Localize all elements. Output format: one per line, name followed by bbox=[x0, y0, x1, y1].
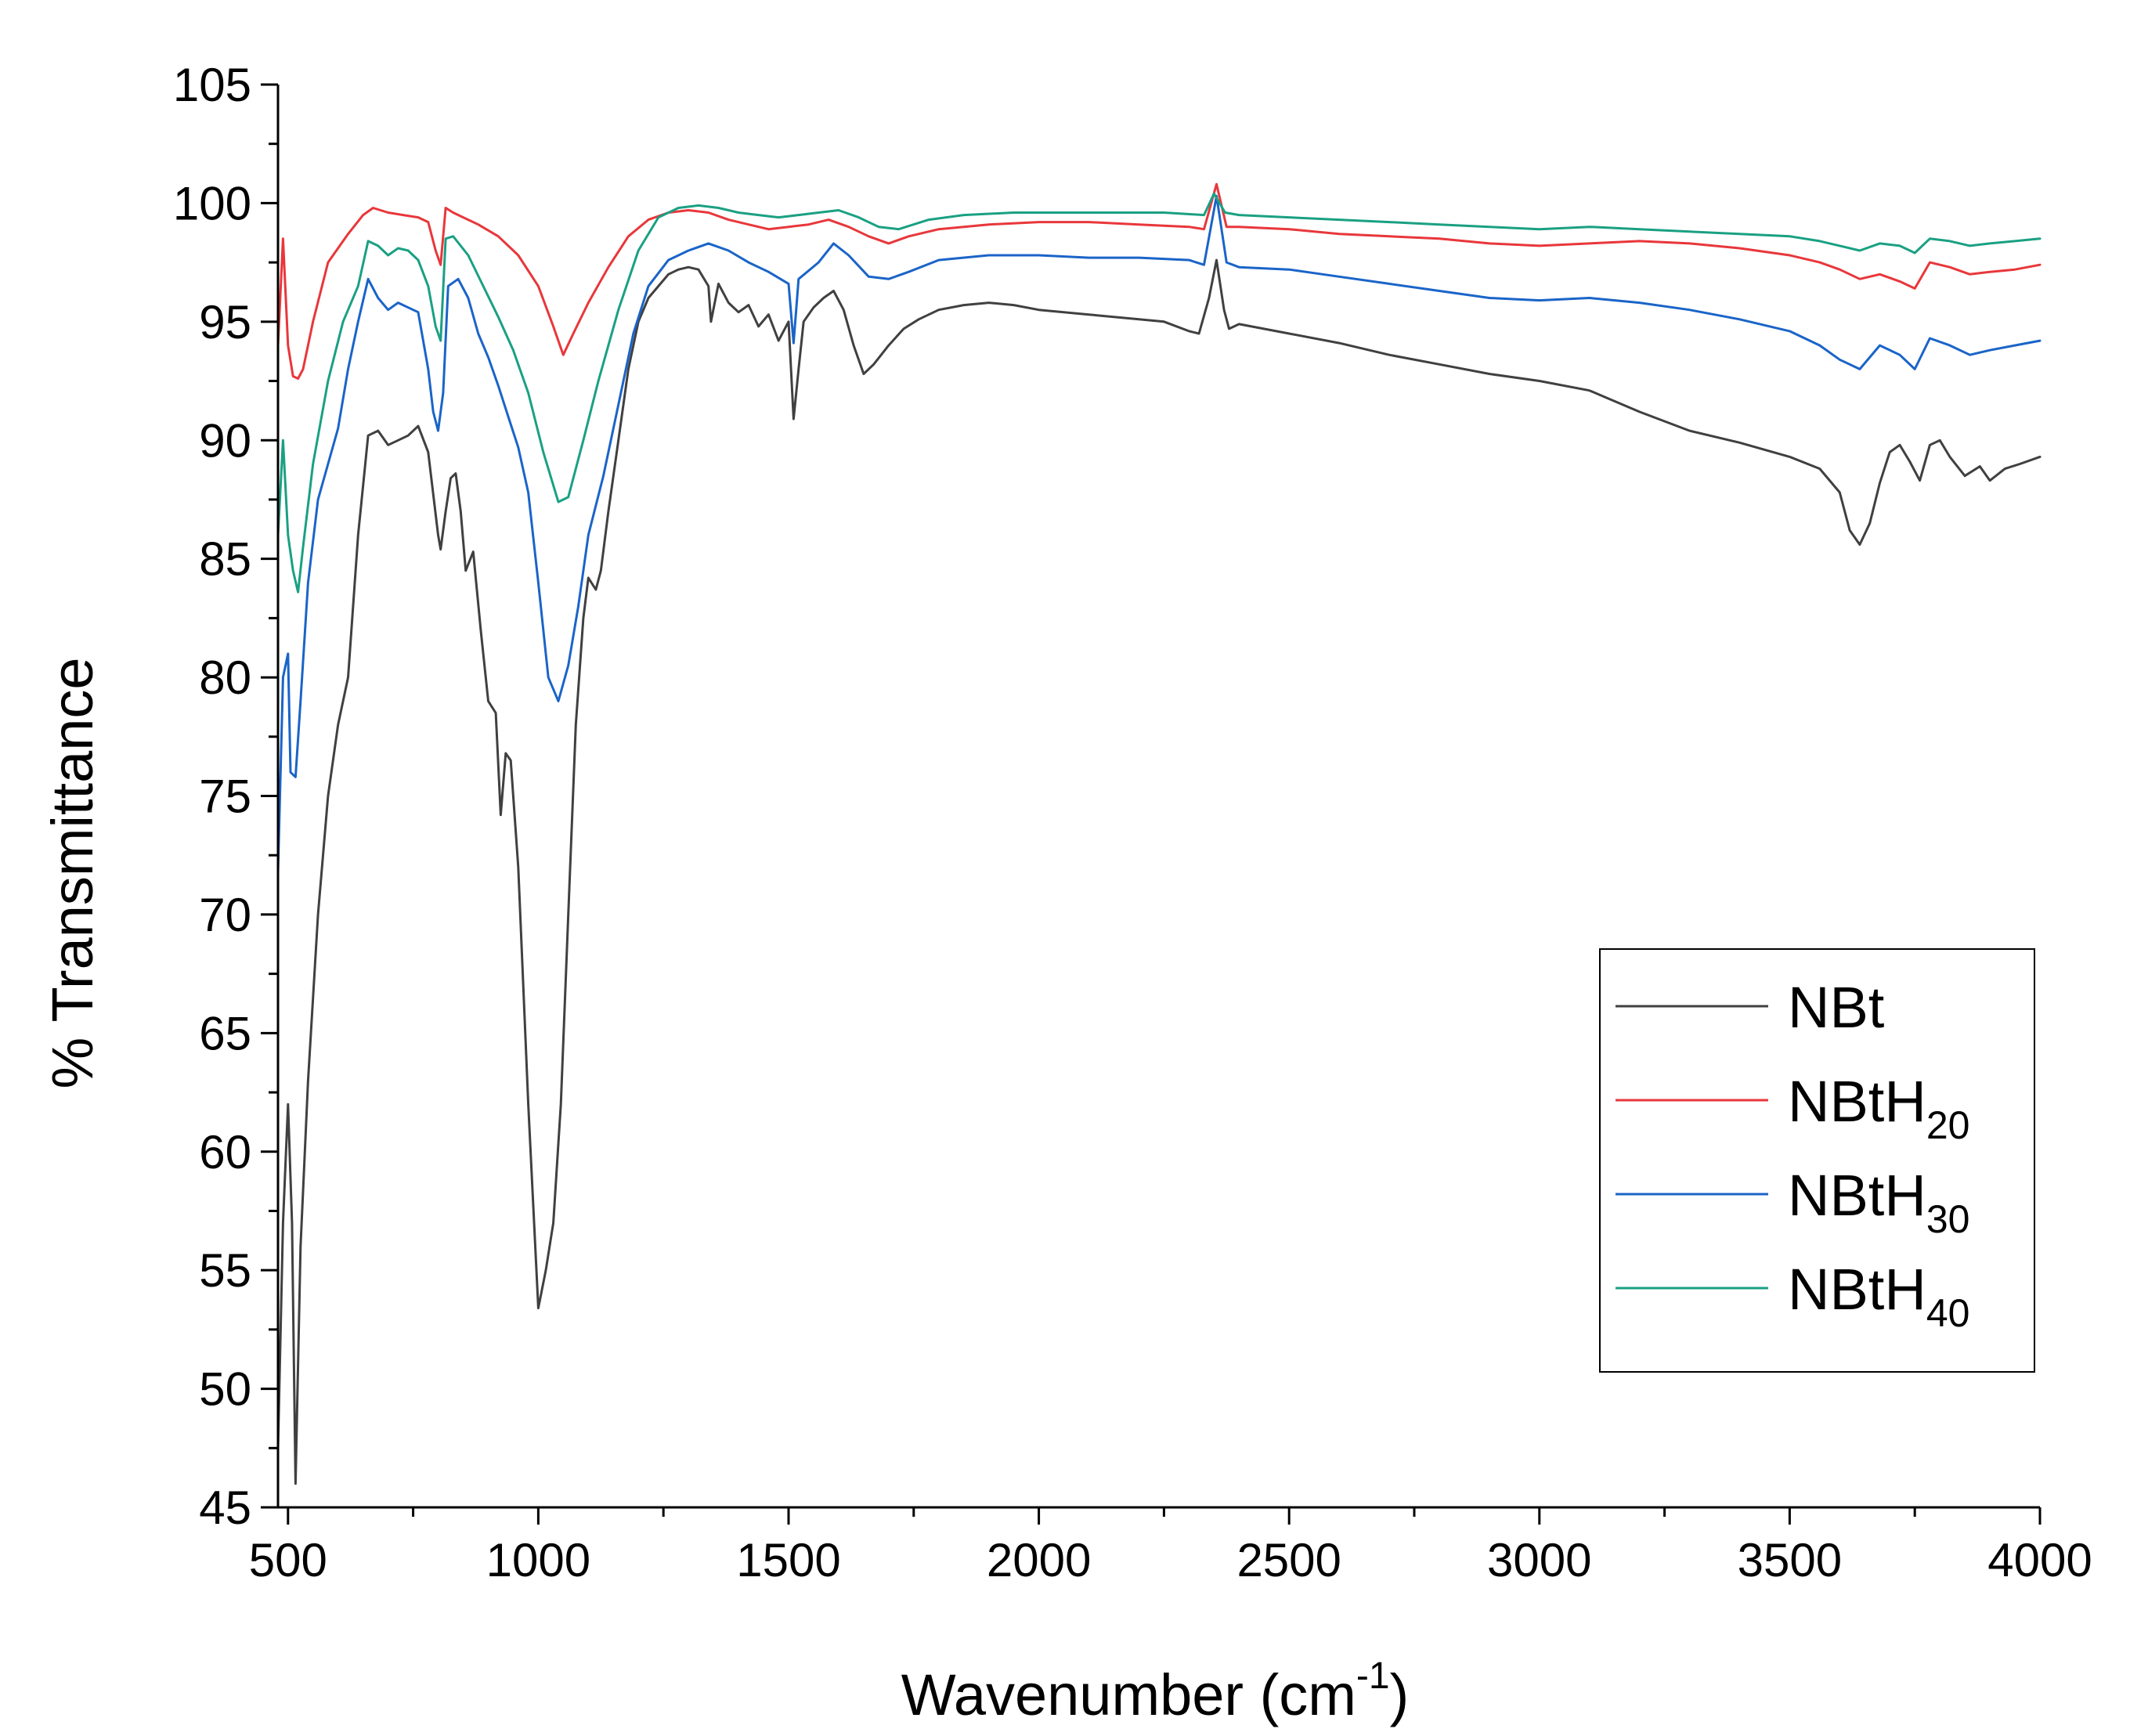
y-tick-label: 105 bbox=[173, 59, 251, 111]
y-tick-label: 70 bbox=[199, 889, 251, 941]
legend-label-base: NBtH bbox=[1788, 1257, 1926, 1322]
y-tick-label: 45 bbox=[199, 1482, 251, 1534]
y-tick-label: 65 bbox=[199, 1007, 251, 1059]
legend-label-subscript: 40 bbox=[1926, 1291, 1970, 1335]
x-axis-title-sup: -1 bbox=[1356, 1655, 1390, 1697]
x-tick-label: 1000 bbox=[486, 1534, 590, 1586]
legend-label-base: NBt bbox=[1788, 975, 1885, 1040]
x-axis-title-main: Wavenumber (cm bbox=[901, 1662, 1356, 1727]
series-line-nbt bbox=[276, 258, 2042, 1485]
y-tick-label: 100 bbox=[173, 177, 251, 229]
legend-label-nbth40: NBtH40 bbox=[1788, 1257, 1969, 1335]
legend-box bbox=[1599, 948, 2035, 1373]
series-layer bbox=[276, 182, 2042, 1485]
ticks-layer: 45 50 55 60 65 70 75 80 85 90 95 100 105 500 1000 1500 2… bbox=[173, 59, 2092, 1586]
y-axis-title: % Transmittance bbox=[40, 657, 105, 1088]
y-tick-label: 60 bbox=[199, 1126, 251, 1178]
x-tick-label: 3000 bbox=[1487, 1534, 1591, 1586]
y-tick-label: 55 bbox=[199, 1244, 251, 1297]
x-tick-label: 1500 bbox=[736, 1534, 840, 1586]
x-tick-label: 4000 bbox=[1987, 1534, 2092, 1586]
legend-label-nbt: NBt bbox=[1788, 975, 1885, 1040]
legend-label-base: NBtH bbox=[1788, 1069, 1926, 1134]
legend-label-subscript: 30 bbox=[1926, 1197, 1970, 1241]
x-axis-title-close: ) bbox=[1390, 1662, 1410, 1727]
y-tick-label: 95 bbox=[199, 296, 251, 348]
legend-label-base: NBtH bbox=[1788, 1163, 1926, 1228]
y-tick-label: 90 bbox=[199, 414, 251, 467]
series-line-nbth30 bbox=[276, 194, 2042, 873]
series-line-nbth40 bbox=[276, 192, 2042, 594]
x-tick-label: 2000 bbox=[987, 1534, 1091, 1586]
y-tick-label: 50 bbox=[199, 1363, 251, 1416]
y-tick-label: 75 bbox=[199, 771, 251, 823]
x-axis-title: Wavenumber (cm-1) bbox=[901, 1655, 1410, 1727]
x-tick-label: 3500 bbox=[1738, 1534, 1842, 1586]
y-tick-label: 85 bbox=[199, 533, 251, 586]
series-line-nbth20 bbox=[276, 182, 2042, 380]
legend-label-nbth30: NBtH30 bbox=[1788, 1163, 1969, 1241]
x-tick-label: 2500 bbox=[1236, 1534, 1341, 1586]
legend-label-subscript: 20 bbox=[1926, 1103, 1970, 1147]
y-tick-label: 80 bbox=[199, 651, 251, 704]
legend-label-nbth20: NBtH20 bbox=[1788, 1069, 1969, 1147]
x-tick-label: 500 bbox=[249, 1534, 327, 1586]
